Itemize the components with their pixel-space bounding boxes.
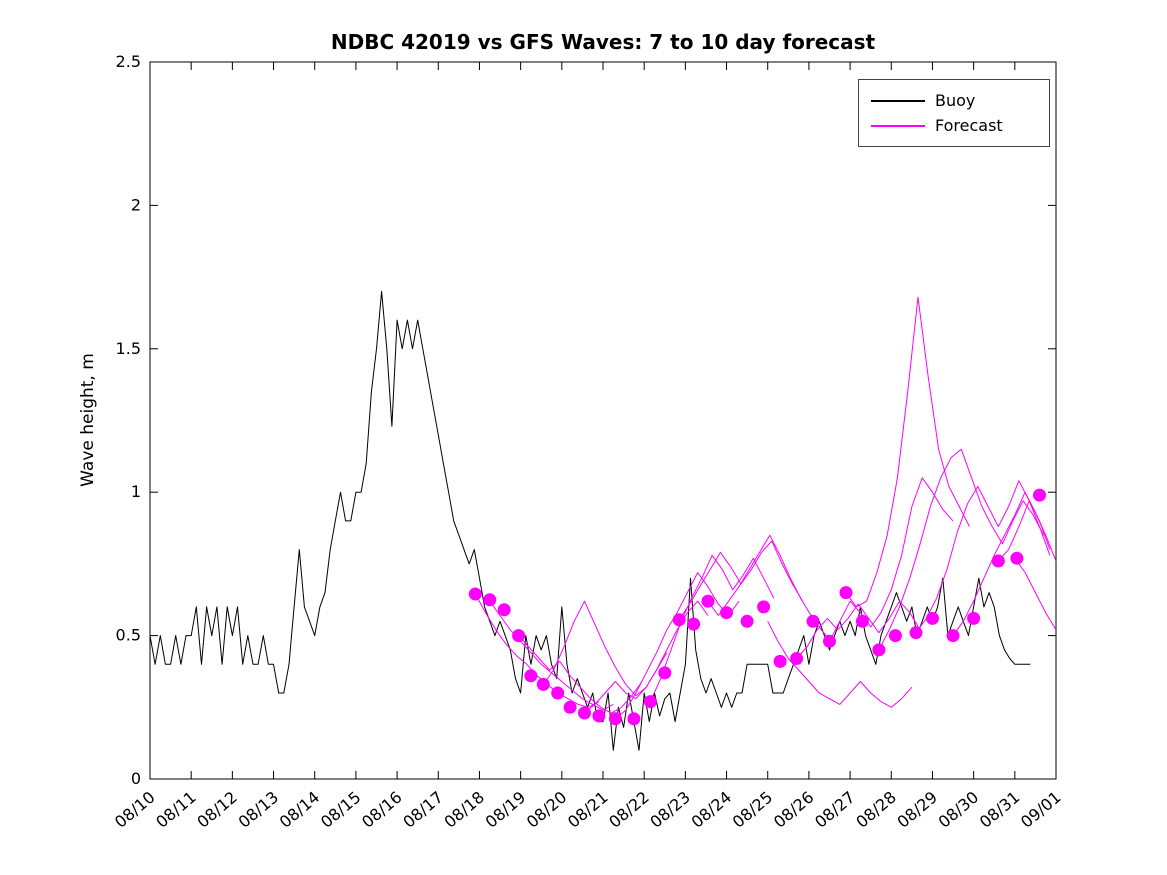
- forecast-line: [649, 554, 775, 702]
- forecast-marker: [701, 594, 715, 608]
- y-tick-label: 0.5: [116, 626, 141, 645]
- forecast-marker: [643, 695, 657, 709]
- forecast-marker: [483, 593, 497, 607]
- forecast-marker: [1010, 551, 1024, 565]
- forecast-marker: [627, 712, 641, 726]
- forecast-marker: [672, 613, 686, 627]
- forecast-marker: [855, 614, 869, 628]
- forecast-marker: [592, 709, 606, 723]
- legend-entry-forecast[interactable]: Forecast: [859, 113, 1049, 138]
- x-tick-label: 08/29: [893, 788, 941, 832]
- forecast-marker: [888, 629, 902, 643]
- x-tick-label: 08/19: [482, 788, 530, 832]
- forecast-marker: [946, 629, 960, 643]
- forecast-line-swatch: [871, 124, 925, 127]
- forecast-marker: [536, 677, 550, 691]
- forecast-marker: [524, 669, 538, 683]
- x-tick-label: 08/31: [976, 788, 1024, 832]
- forecast-marker: [823, 634, 836, 648]
- forecast-line: [615, 572, 740, 720]
- x-tick-label: 08/25: [729, 788, 777, 832]
- legend-label-buoy: Buoy: [935, 91, 976, 110]
- buoy-line-swatch: [871, 99, 925, 102]
- forecast-marker: [563, 700, 577, 714]
- forecast-marker: [926, 611, 939, 625]
- x-tick-label: 08/27: [811, 788, 859, 832]
- forecast-line: [584, 600, 709, 714]
- forecast-marker: [757, 600, 771, 614]
- y-tick-label: 2: [131, 195, 141, 214]
- forecast-marker: [687, 617, 701, 631]
- forecast-marker: [551, 686, 565, 700]
- forecast-marker: [497, 603, 511, 617]
- x-tick-label: 08/15: [317, 788, 365, 832]
- x-tick-label: 08/12: [193, 788, 241, 832]
- x-tick-label: 08/16: [358, 788, 406, 832]
- x-tick-label: 08/10: [111, 788, 159, 832]
- x-tick-label: 08/20: [523, 788, 571, 832]
- forecast-marker: [839, 586, 853, 600]
- x-tick-label: 08/26: [770, 788, 818, 832]
- chart-title: NDBC 42019 vs GFS Waves: 7 to 10 day for…: [330, 30, 876, 54]
- forecast-marker: [1033, 488, 1046, 502]
- forecast-marker: [806, 614, 820, 628]
- y-axis-label: Wave height, m: [78, 353, 98, 487]
- y-tick-label: 1: [131, 482, 141, 501]
- x-tick-label: 08/18: [440, 788, 488, 832]
- forecast-marker: [967, 611, 981, 625]
- forecast-marker: [578, 706, 591, 720]
- forecast-marker: [773, 654, 787, 668]
- forecast-marker: [909, 626, 923, 640]
- x-tick-label: 08/24: [688, 788, 736, 832]
- y-tick-label: 2.5: [116, 52, 141, 71]
- legend[interactable]: Buoy Forecast: [858, 79, 1050, 147]
- forecast-line: [518, 635, 643, 714]
- x-tick-label: 09/01: [1017, 788, 1065, 832]
- forecast-marker: [512, 629, 526, 643]
- x-tick-label: 08/23: [646, 788, 694, 832]
- x-tick-label: 08/11: [152, 788, 200, 832]
- forecast-marker: [658, 666, 672, 680]
- x-tick-label: 08/30: [935, 788, 983, 832]
- forecast-marker: [608, 712, 622, 726]
- legend-label-forecast: Forecast: [935, 116, 1003, 135]
- legend-entry-buoy[interactable]: Buoy: [859, 88, 1049, 113]
- x-tick-label: 08/28: [852, 788, 900, 832]
- forecast-marker: [790, 652, 804, 665]
- forecast-marker: [740, 614, 754, 628]
- forecast-line: [796, 600, 921, 659]
- x-tick-label: 08/13: [235, 788, 283, 832]
- x-tick-label: 08/14: [276, 788, 324, 832]
- forecast-marker: [872, 643, 886, 657]
- x-tick-label: 08/21: [564, 788, 612, 832]
- y-tick-label: 1.5: [116, 339, 141, 358]
- forecast-line: [997, 500, 1051, 562]
- forecast-marker: [720, 606, 733, 620]
- x-tick-label: 08/17: [399, 788, 447, 832]
- forecast-marker: [468, 587, 482, 601]
- forecast-line: [678, 540, 804, 621]
- forecast-marker: [991, 554, 1005, 568]
- forecast-line: [1014, 557, 1057, 631]
- buoy-line: [149, 290, 1031, 751]
- forecast-line: [845, 296, 970, 608]
- forecast-line: [829, 477, 954, 642]
- forecast-line: [474, 593, 600, 708]
- forecast-line: [878, 448, 1045, 651]
- x-tick-label: 08/22: [605, 788, 653, 832]
- axes-box: [149, 61, 1057, 780]
- y-tick-label: 0: [131, 769, 141, 788]
